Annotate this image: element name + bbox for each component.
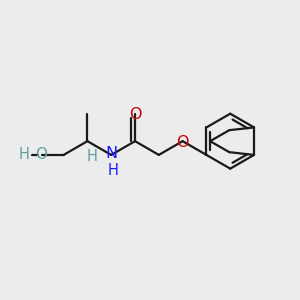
Text: H: H: [87, 149, 98, 164]
Text: H: H: [108, 163, 118, 178]
Text: O: O: [176, 135, 189, 150]
Text: H: H: [19, 147, 30, 162]
Text: O: O: [35, 147, 47, 162]
Text: N: N: [105, 146, 117, 161]
Text: O: O: [129, 107, 141, 122]
